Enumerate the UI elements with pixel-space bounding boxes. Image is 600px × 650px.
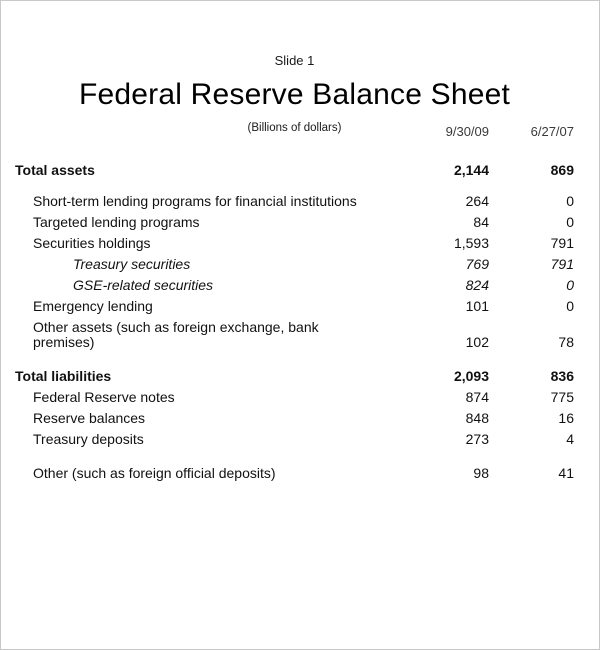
row-value-col2: 869 bbox=[550, 162, 574, 178]
units-subtitle: (Billions of dollars) bbox=[247, 122, 342, 134]
column-headers: 9/30/09 6/27/07 bbox=[404, 124, 574, 139]
spacer bbox=[15, 181, 574, 191]
slide-number-label: Slide 1 bbox=[274, 53, 315, 68]
row-value-col1: 2,093 bbox=[453, 368, 489, 384]
column-header-date-1: 9/30/09 bbox=[445, 124, 489, 139]
row-value-col1: 84 bbox=[473, 214, 489, 230]
page-title: Federal Reserve Balance Sheet bbox=[78, 78, 511, 111]
table-row-federal-reserve-notes: Federal Reserve notes 874 775 bbox=[15, 387, 574, 408]
row-value-col1: 102 bbox=[465, 334, 489, 350]
row-value-col1: 824 bbox=[465, 277, 489, 293]
row-value-col1: 2,144 bbox=[453, 162, 489, 178]
row-label: Treasury deposits bbox=[33, 431, 144, 447]
row-label: Short-term lending programs for financia… bbox=[33, 193, 357, 209]
row-value-col1: 98 bbox=[473, 465, 489, 481]
row-value-col1: 848 bbox=[465, 410, 489, 426]
row-value-col1: 101 bbox=[465, 298, 489, 314]
row-value-col1: 1,593 bbox=[453, 235, 489, 251]
row-value-col2: 0 bbox=[566, 193, 574, 209]
spacer bbox=[15, 450, 574, 463]
row-label: Securities holdings bbox=[33, 235, 151, 251]
row-label: Total liabilities bbox=[15, 368, 112, 384]
table-row-emergency-lending: Emergency lending 101 0 bbox=[15, 296, 574, 317]
row-value-col2: 0 bbox=[566, 298, 574, 314]
row-label: Other (such as foreign official deposits… bbox=[33, 465, 276, 481]
table-row-other-liabilities: Other (such as foreign official deposits… bbox=[15, 463, 574, 484]
row-value-col1: 769 bbox=[465, 256, 489, 272]
table-row-treasury-deposits: Treasury deposits 273 4 bbox=[15, 429, 574, 450]
row-value-col2: 836 bbox=[550, 368, 574, 384]
row-label: GSE-related securities bbox=[73, 277, 214, 293]
table-row-gse-securities: GSE-related securities 824 0 bbox=[15, 275, 574, 296]
row-value-col2: 775 bbox=[550, 389, 574, 405]
row-label: Total assets bbox=[15, 162, 95, 178]
row-value-col2: 791 bbox=[550, 235, 574, 251]
row-value-col2: 78 bbox=[558, 334, 574, 350]
table-row-short-term-lending: Short-term lending programs for financia… bbox=[15, 191, 574, 212]
table-row-treasury-securities: Treasury securities 769 791 bbox=[15, 254, 574, 275]
table-row-total-assets: Total assets 2,144 869 bbox=[15, 160, 574, 181]
row-value-col2: 4 bbox=[566, 431, 574, 447]
table-row-total-liabilities: Total liabilities 2,093 836 bbox=[15, 366, 574, 387]
row-label: Federal Reserve notes bbox=[33, 389, 175, 405]
balance-sheet-table: Total assets 2,144 869 Short-term lendin… bbox=[15, 160, 574, 484]
row-value-col1: 273 bbox=[465, 431, 489, 447]
row-value-col1: 874 bbox=[465, 389, 489, 405]
row-value-col2: 16 bbox=[558, 410, 574, 426]
row-value-col2: 0 bbox=[566, 214, 574, 230]
row-value-col2: 0 bbox=[566, 277, 574, 293]
row-value-col2: 791 bbox=[550, 256, 574, 272]
row-value-col2: 41 bbox=[558, 465, 574, 481]
row-label: Other assets (such as foreign exchange, … bbox=[33, 319, 319, 350]
row-label: Reserve balances bbox=[33, 410, 146, 426]
spacer bbox=[15, 353, 574, 366]
row-value-col1: 264 bbox=[465, 193, 489, 209]
row-label: Emergency lending bbox=[33, 298, 153, 314]
table-row-reserve-balances: Reserve balances 848 16 bbox=[15, 408, 574, 429]
table-row-other-assets: Other assets (such as foreign exchange, … bbox=[15, 317, 574, 353]
row-label: Treasury securities bbox=[73, 256, 191, 272]
column-header-date-2: 6/27/07 bbox=[530, 124, 574, 139]
row-label: Targeted lending programs bbox=[33, 214, 200, 230]
table-row-securities-holdings: Securities holdings 1,593 791 bbox=[15, 233, 574, 254]
table-header-row: (Billions of dollars) 9/30/09 6/27/07 bbox=[15, 120, 574, 144]
table-row-targeted-lending: Targeted lending programs 84 0 bbox=[15, 212, 574, 233]
